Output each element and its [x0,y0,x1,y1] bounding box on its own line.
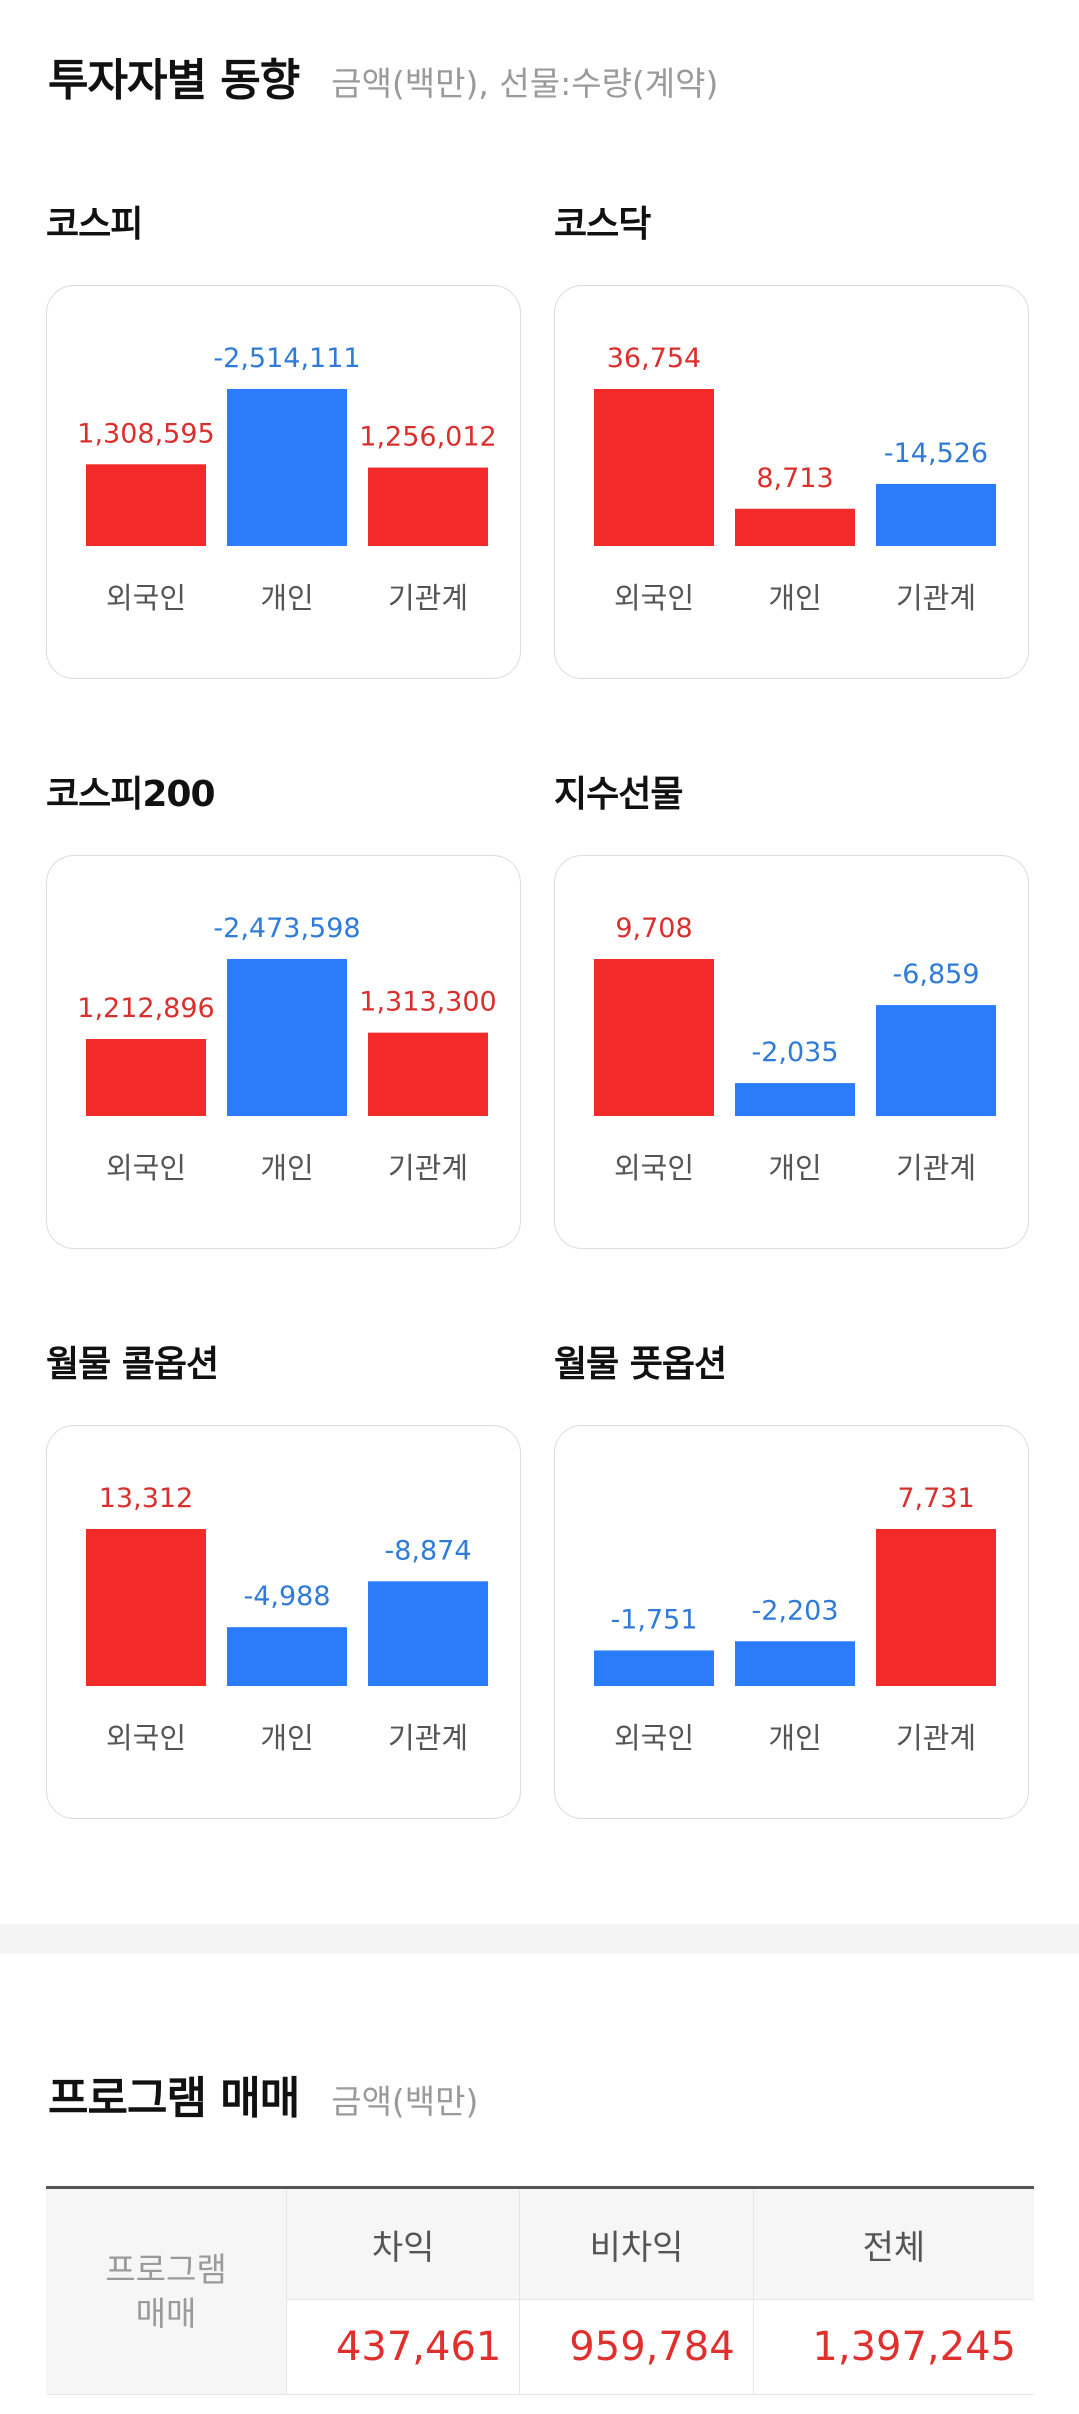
chart-card-kosdaq: 36,754 외국인 8,713 개인 -14,526 기관계 [554,285,1029,679]
chart-card-kospi: 1,308,595 외국인 -2,514,111 개인 1,256,012 기관계 [46,285,521,679]
bar-foreigner [86,1529,206,1686]
bar-institution [368,1581,488,1686]
bar-foreigner [594,389,714,546]
investor-trend-title: 투자자별 동향 [48,55,300,106]
category-label-institution: 기관계 [388,1721,468,1755]
value-label-institution: -14,526 [884,438,988,469]
category-label-foreigner: 외국인 [614,1151,694,1185]
chart-card-kospi200: 1,212,896 외국인 -2,473,598 개인 1,313,300 기관계 [46,855,521,1249]
bar-institution [876,1005,996,1116]
value-total: 1,397,245 [753,2299,1034,2395]
bar-individual [227,959,347,1116]
column-header-non-arbitrage: 비차익 [519,2187,754,2300]
chart-title-call-option: 월물 콜옵션 [46,1344,219,1385]
value-label-foreigner: -1,751 [610,1604,697,1635]
category-label-individual: 개인 [260,1721,313,1755]
bar-institution [368,467,488,546]
bar-institution [368,1032,488,1116]
program-trading-table: 프로그램 매매 차익 비차익 전체 437,461 959,784 1,397,… [46,2186,1034,2395]
investor-trend-subtitle: 금액(백만), 선물:수량(계약) [331,64,719,103]
category-label-foreigner: 외국인 [106,1151,186,1185]
value-label-institution: 1,313,300 [359,987,496,1018]
category-label-individual: 개인 [768,1151,821,1185]
value-non-arbitrage: 959,784 [519,2299,754,2395]
chart-put-option[interactable]: 월물 풋옵션 -1,751 외국인 -2,203 개인 7,731 기관계 [554,1335,1029,1819]
category-label-institution: 기관계 [896,1151,976,1185]
category-label-institution: 기관계 [388,1151,468,1185]
chart-kospi200[interactable]: 코스피200 1,212,896 외국인 -2,473,598 개인 1,313,300… [46,765,521,1249]
bar-foreigner [594,959,714,1116]
category-label-foreigner: 외국인 [614,581,694,615]
chart-title-kospi200: 코스피200 [46,774,216,815]
chart-title-kosdaq: 코스닥 [554,204,651,245]
chart-kospi[interactable]: 코스피 1,308,595 외국인 -2,514,111 개인 1,256,012 기관계 [46,195,521,679]
value-label-institution: -6,859 [892,959,979,990]
chart-call-option[interactable]: 월물 콜옵션 13,312 외국인 -4,988 개인 -8,874 기관계 [46,1335,521,1819]
bar-institution [876,483,996,546]
bar-individual [735,1641,855,1686]
value-label-foreigner: 9,708 [615,913,692,944]
program-trading-header: 프로그램 매매 금액(백만) [48,2062,478,2126]
value-label-individual: -2,473,598 [213,913,360,944]
value-label-individual: -2,514,111 [213,343,360,374]
column-header-total: 전체 [753,2187,1034,2300]
program-trading-subtitle: 금액(백만) [331,2082,479,2121]
bar-foreigner [86,464,206,546]
chart-title-kospi: 코스피 [46,204,143,245]
value-label-individual: -2,035 [751,1037,838,1068]
chart-card-put-option: -1,751 외국인 -2,203 개인 7,731 기관계 [554,1425,1029,1819]
value-label-individual: -2,203 [751,1595,838,1626]
chart-card-index-futures: 9,708 외국인 -2,035 개인 -6,859 기관계 [554,855,1029,1249]
value-label-institution: 7,731 [897,1483,974,1514]
category-label-individual: 개인 [768,1721,821,1755]
category-label-foreigner: 외국인 [614,1721,694,1755]
bar-individual [735,1083,855,1116]
column-header-arbitrage: 차익 [286,2187,521,2300]
bar-individual [227,389,347,546]
value-label-individual: -4,988 [243,1581,330,1612]
value-arbitrage: 437,461 [286,2299,521,2395]
program-trading-row-header: 프로그램 매매 [46,2187,287,2395]
bar-individual [227,1627,347,1686]
bar-individual [735,508,855,546]
row-header-line1: 프로그램 [105,2249,227,2289]
value-label-foreigner: 36,754 [607,343,701,374]
category-label-institution: 기관계 [896,581,976,615]
value-label-individual: 8,713 [756,463,833,494]
investor-trend-header: 투자자별 동향 금액(백만), 선물:수량(계약) [48,44,718,108]
chart-title-put-option: 월물 풋옵션 [554,1344,727,1385]
chart-card-call-option: 13,312 외국인 -4,988 개인 -8,874 기관계 [46,1425,521,1819]
program-trading-title: 프로그램 매매 [48,2073,300,2124]
value-label-institution: -8,874 [384,1535,471,1566]
chart-kosdaq[interactable]: 코스닥 36,754 외국인 8,713 개인 -14,526 기관계 [554,195,1029,679]
category-label-institution: 기관계 [896,1721,976,1755]
value-label-foreigner: 1,308,595 [77,418,214,449]
category-label-institution: 기관계 [388,581,468,615]
row-header-line2: 매매 [135,2293,197,2333]
value-label-institution: 1,256,012 [359,422,496,453]
bar-institution [876,1529,996,1686]
category-label-foreigner: 외국인 [106,581,186,615]
category-label-individual: 개인 [260,1151,313,1185]
section-divider [0,1924,1079,1954]
category-label-individual: 개인 [260,581,313,615]
bar-foreigner [594,1650,714,1686]
value-label-foreigner: 1,212,896 [77,993,214,1024]
bar-foreigner [86,1039,206,1116]
chart-index-futures[interactable]: 지수선물 9,708 외국인 -2,035 개인 -6,859 기관계 [554,765,1029,1249]
value-label-foreigner: 13,312 [99,1483,193,1514]
category-label-foreigner: 외국인 [106,1721,186,1755]
chart-title-index-futures: 지수선물 [554,774,683,815]
category-label-individual: 개인 [768,581,821,615]
